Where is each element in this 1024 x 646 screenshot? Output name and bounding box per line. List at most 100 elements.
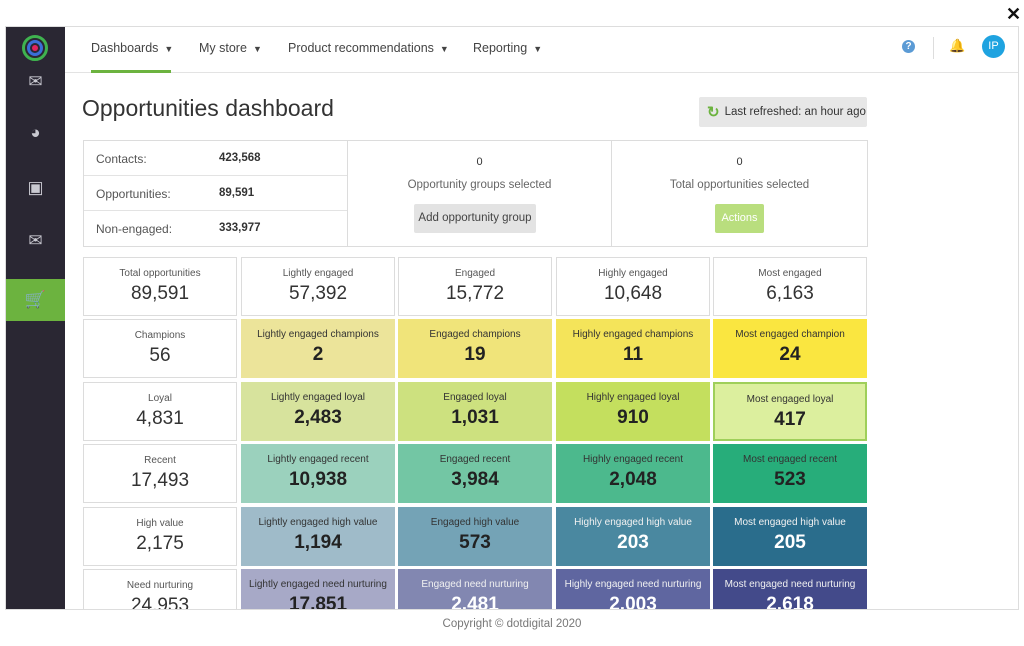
segment-header-cell[interactable]: Lightly engaged 57,392 bbox=[241, 257, 395, 316]
segment-header-cell[interactable]: Highly engaged 10,648 bbox=[556, 257, 710, 316]
cell-label: Engaged champions bbox=[429, 329, 521, 340]
segment-cell[interactable]: Engaged need nurturing 2,481 bbox=[398, 569, 552, 610]
cell-value: 10,938 bbox=[288, 469, 348, 490]
segment-cell[interactable]: Most engaged high value 205 bbox=[713, 507, 867, 566]
segment-cell[interactable]: Lightly engaged need nurturing 17,851 bbox=[241, 569, 395, 609]
segment-cell[interactable]: Highly engaged need nurturing 2,003 bbox=[556, 569, 710, 610]
nav-item-my-store[interactable]: My store ▼ bbox=[199, 41, 262, 55]
cell-label: Recent bbox=[144, 455, 176, 466]
active-tab-indicator bbox=[91, 70, 171, 73]
segment-row-header-cell[interactable]: Loyal 4,831 bbox=[83, 382, 237, 441]
segment-cell[interactable]: Engaged recent 3,984 bbox=[398, 444, 552, 503]
calendar-icon[interactable]: ▣ bbox=[27, 178, 44, 197]
cell-label: Most engaged loyal bbox=[746, 394, 834, 405]
cell-value: 10,648 bbox=[603, 283, 663, 304]
cell-label: Champions bbox=[134, 330, 186, 341]
cell-label: Lightly engaged champions bbox=[257, 329, 379, 340]
bell-icon[interactable]: 🔔 bbox=[949, 38, 966, 53]
stat-value: 333,977 bbox=[219, 222, 261, 234]
nav-item-dashboards[interactable]: Dashboards ▼ bbox=[91, 41, 173, 55]
cell-value: 24,953 bbox=[130, 595, 190, 610]
close-icon[interactable]: ✕ bbox=[1006, 4, 1022, 24]
nav-item-label: Dashboards bbox=[91, 41, 159, 55]
cell-label: Loyal bbox=[148, 393, 172, 404]
dotdigital-logo-icon[interactable] bbox=[22, 35, 48, 61]
top-navigation: Dashboards ▼ My store ▼ Product recommendati… bbox=[65, 27, 1018, 73]
cell-value: 4,831 bbox=[136, 408, 184, 429]
nav-item-product-recommendations[interactable]: Product recommendations ▼ bbox=[288, 41, 449, 55]
pie-chart-icon[interactable]: ◕ bbox=[30, 123, 41, 142]
add-opportunity-group-button[interactable]: Add opportunity group bbox=[414, 204, 536, 233]
caret-down-icon: ▼ bbox=[164, 44, 174, 54]
caret-down-icon: ▼ bbox=[252, 44, 262, 54]
cell-value: 24 bbox=[779, 344, 801, 365]
refresh-button[interactable]: ↻ Last refreshed: an hour ago bbox=[699, 97, 867, 127]
cell-label: Highly engaged need nurturing bbox=[564, 579, 702, 590]
cell-value: 56 bbox=[149, 345, 171, 366]
cell-label: Engaged need nurturing bbox=[421, 579, 529, 590]
stat-label: Contacts: bbox=[96, 152, 147, 166]
segment-header-cell[interactable]: Engaged 15,772 bbox=[398, 257, 552, 316]
footer-copyright: Copyright © dotdigital 2020 bbox=[442, 618, 582, 630]
segment-row-header-cell[interactable]: Champions 56 bbox=[83, 319, 237, 378]
cell-label: Engaged high value bbox=[430, 517, 520, 528]
segment-row-header-cell[interactable]: Need nurturing 24,953 bbox=[83, 569, 237, 610]
segment-cell[interactable]: Highly engaged recent 2,048 bbox=[556, 444, 710, 503]
cell-value: 2,003 bbox=[609, 594, 657, 610]
cell-value: 2,481 bbox=[451, 594, 499, 610]
refresh-icon: ↻ bbox=[707, 104, 720, 121]
segment-cell[interactable]: Highly engaged loyal 910 bbox=[556, 382, 710, 441]
cell-label: Most engaged high value bbox=[734, 517, 846, 528]
segment-row-header-cell[interactable]: High value 2,175 bbox=[83, 507, 237, 566]
segment-cell[interactable]: Lightly engaged champions 2 bbox=[241, 319, 395, 378]
cell-value: 6,163 bbox=[766, 283, 814, 304]
cell-label: Lightly engaged bbox=[282, 268, 354, 279]
cart-icon[interactable]: 🛒 bbox=[6, 279, 65, 321]
segment-cell[interactable]: Highly engaged high value 203 bbox=[556, 507, 710, 566]
segment-cell[interactable]: Lightly engaged high value 1,194 bbox=[241, 507, 395, 566]
nav-item-reporting[interactable]: Reporting ▼ bbox=[473, 41, 542, 55]
cell-label: Need nurturing bbox=[126, 580, 194, 591]
total-selected-label: Total opportunities selected bbox=[669, 179, 810, 191]
segment-cell[interactable]: Most engaged recent 523 bbox=[713, 444, 867, 503]
mail-settings-icon[interactable]: ✉ bbox=[28, 231, 43, 250]
stat-row-non-engaged: Non-engaged: 333,977 bbox=[84, 211, 347, 246]
cell-label: Total opportunities bbox=[119, 268, 201, 279]
segment-cell[interactable]: Most engaged need nurturing 2,618 bbox=[713, 569, 867, 610]
segment-header-cell[interactable]: Total opportunities 89,591 bbox=[83, 257, 237, 316]
cell-value: 11 bbox=[622, 344, 644, 365]
segment-cell[interactable]: Engaged high value 573 bbox=[398, 507, 552, 566]
segment-cell[interactable]: Engaged champions 19 bbox=[398, 319, 552, 378]
segment-cell[interactable]: Lightly engaged recent 10,938 bbox=[241, 444, 395, 503]
actions-button[interactable]: Actions bbox=[715, 204, 764, 233]
cell-value: 3,984 bbox=[451, 469, 499, 490]
cell-label: Highly engaged loyal bbox=[586, 392, 680, 403]
mail-icon[interactable]: ✉ bbox=[28, 72, 43, 91]
cell-value: 89,591 bbox=[130, 283, 190, 304]
groups-selected-count: 0 bbox=[476, 156, 483, 168]
caret-down-icon: ▼ bbox=[533, 44, 543, 54]
segment-cell[interactable]: Highly engaged champions 11 bbox=[556, 319, 710, 378]
user-avatar[interactable]: IP bbox=[982, 35, 1005, 58]
opportunity-groups-box: 0 Opportunity groups selected Add opport… bbox=[348, 141, 612, 246]
segment-cell[interactable]: Engaged loyal 1,031 bbox=[398, 382, 552, 441]
segment-cell[interactable]: Most engaged loyal 417 bbox=[713, 382, 867, 441]
cell-label: Highly engaged recent bbox=[582, 454, 684, 465]
cell-label: Lightly engaged recent bbox=[267, 454, 369, 465]
segment-header-cell[interactable]: Most engaged 6,163 bbox=[713, 257, 867, 316]
cell-label: Engaged bbox=[454, 268, 496, 279]
cell-label: Lightly engaged need nurturing bbox=[249, 579, 387, 590]
cell-label: Most engaged recent bbox=[743, 454, 837, 465]
segment-row-header-cell[interactable]: Recent 17,493 bbox=[83, 444, 237, 503]
segment-cell[interactable]: Most engaged champion 24 bbox=[713, 319, 867, 378]
cell-value: 205 bbox=[774, 532, 806, 553]
stat-value: 423,568 bbox=[219, 152, 261, 164]
help-icon[interactable]: ? bbox=[902, 40, 915, 53]
nav-item-label: My store bbox=[199, 41, 247, 55]
cell-value: 2,618 bbox=[766, 594, 814, 610]
cell-value: 19 bbox=[464, 344, 486, 365]
total-selected-box: 0 Total opportunities selected Actions bbox=[612, 141, 867, 246]
refresh-label: Last refreshed: an hour ago bbox=[724, 106, 866, 118]
segment-cell[interactable]: Lightly engaged loyal 2,483 bbox=[241, 382, 395, 441]
nav-divider bbox=[933, 37, 934, 59]
